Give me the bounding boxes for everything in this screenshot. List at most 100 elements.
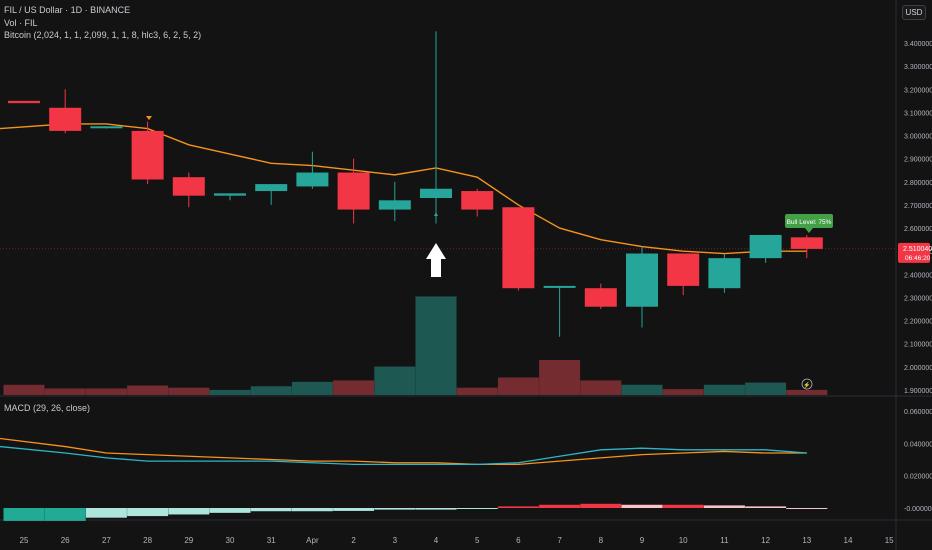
candle-body	[378, 200, 411, 210]
moving-average-line	[0, 123, 807, 255]
price-axis-label: 2.1000000	[904, 342, 932, 349]
bull-level-text: Bull Level: 75%	[787, 219, 832, 226]
volume-legend[interactable]: Vol · FIL	[4, 18, 38, 28]
flash-icon-glyph: ⚡	[803, 381, 810, 389]
currency-button[interactable]: USD	[902, 5, 926, 20]
macd-histogram-bar	[333, 508, 375, 511]
time-axis-label: 7	[557, 536, 562, 545]
volume-bar	[415, 296, 457, 395]
price-tag	[898, 242, 930, 263]
macd-histogram-bar	[209, 508, 251, 513]
macd-histogram-bar	[415, 508, 457, 510]
candle-body	[296, 172, 329, 187]
time-axis-label: 14	[844, 536, 853, 545]
time-axis-label: 10	[679, 536, 688, 545]
volume-bar	[497, 377, 539, 395]
macd-histogram-bar	[745, 506, 787, 508]
price-axis-label: 2.4000000	[904, 272, 932, 279]
candle-body	[49, 107, 82, 131]
macd-histogram-bar	[662, 504, 704, 508]
macd-legend[interactable]: MACD (29, 26, close)	[4, 403, 91, 413]
candle-body	[790, 237, 823, 249]
price-tag-countdown: 06:46:20	[905, 255, 931, 262]
candle-body	[708, 258, 741, 289]
time-axis-label: 5	[475, 536, 480, 545]
macd-histogram-bar	[621, 504, 663, 508]
volume-bar	[168, 387, 210, 395]
bull-marker-icon	[434, 212, 438, 216]
price-tag-value: 2.5100405	[903, 246, 932, 253]
macd-histogram-bar	[127, 508, 169, 517]
candle-body	[749, 235, 782, 259]
time-axis-label: 26	[61, 536, 70, 545]
time-axis-label: 30	[226, 536, 235, 545]
volume-bar	[621, 384, 663, 395]
volume-bar	[786, 389, 828, 395]
candle-body	[584, 288, 617, 307]
time-axis-label: 25	[20, 536, 29, 545]
volume-bar	[456, 387, 498, 395]
macd-histogram-bar	[85, 508, 127, 518]
indicator-legend[interactable]: Bitcoin (2,024, 1, 1, 2,099, 1, 1, 8, hl…	[4, 30, 202, 40]
candle-body	[8, 100, 40, 104]
price-axis-label: 2.0000000	[904, 365, 932, 372]
macd-histogram-bar	[703, 505, 745, 508]
macd-histogram-bar	[250, 508, 292, 512]
time-axis-label: 13	[802, 536, 811, 545]
candle-body	[214, 193, 246, 196]
bear-marker-icon	[146, 116, 152, 120]
time-axis-label: 6	[516, 536, 521, 545]
volume-bar	[85, 388, 127, 395]
time-axis-label: 9	[640, 536, 645, 545]
up-arrow-icon	[426, 243, 446, 277]
candle-body	[667, 253, 700, 286]
bull-level-badge	[785, 214, 833, 228]
macd-signal-line	[0, 437, 807, 466]
volume-bar	[250, 386, 292, 395]
macd-histogram-bar	[291, 508, 333, 512]
candle-body	[337, 172, 370, 210]
volume-bar	[539, 359, 581, 395]
flash-icon	[801, 378, 813, 390]
time-axis-label: 27	[102, 536, 111, 545]
time-axis-label: 15	[885, 536, 894, 545]
macd-axis-label: -0.0000000	[904, 506, 932, 513]
volume-bar	[209, 389, 251, 395]
candle-body	[626, 253, 658, 307]
volume-bar	[662, 389, 704, 395]
candle-body	[172, 177, 205, 196]
symbol-legend[interactable]: FIL / US Dollar · 1D · BINANCE	[4, 5, 131, 15]
price-axis-label: 3.0000000	[904, 134, 932, 141]
macd-histogram-bar	[456, 508, 498, 509]
time-axis-label: 4	[434, 536, 439, 545]
volume-bar	[703, 384, 745, 395]
volume-bar	[333, 380, 375, 395]
price-axis-label: 2.3000000	[904, 295, 932, 302]
volume-bar	[127, 385, 169, 395]
candle-body	[502, 207, 535, 289]
badge-pointer	[805, 228, 813, 233]
volume-bar	[745, 382, 787, 395]
macd-histogram-bar	[786, 508, 828, 509]
macd-histogram-bar	[44, 508, 86, 521]
macd-line	[0, 445, 807, 466]
candle-body	[420, 188, 452, 198]
price-axis-label: 2.6000000	[904, 226, 932, 233]
price-axis-label: 3.2000000	[904, 87, 932, 94]
time-axis-label: 28	[143, 536, 152, 545]
time-axis-label: 11	[720, 536, 729, 545]
volume-bar	[374, 366, 416, 395]
macd-histogram-bar	[3, 508, 45, 521]
time-axis-label: 31	[267, 536, 276, 545]
candle-body	[131, 130, 164, 180]
time-axis-label: 2	[351, 536, 356, 545]
volume-bar	[580, 380, 622, 395]
macd-histogram-bar	[539, 504, 581, 508]
macd-histogram-bar	[497, 506, 539, 508]
price-axis-label: 2.2000000	[904, 319, 932, 326]
macd-histogram-bar	[580, 503, 622, 508]
